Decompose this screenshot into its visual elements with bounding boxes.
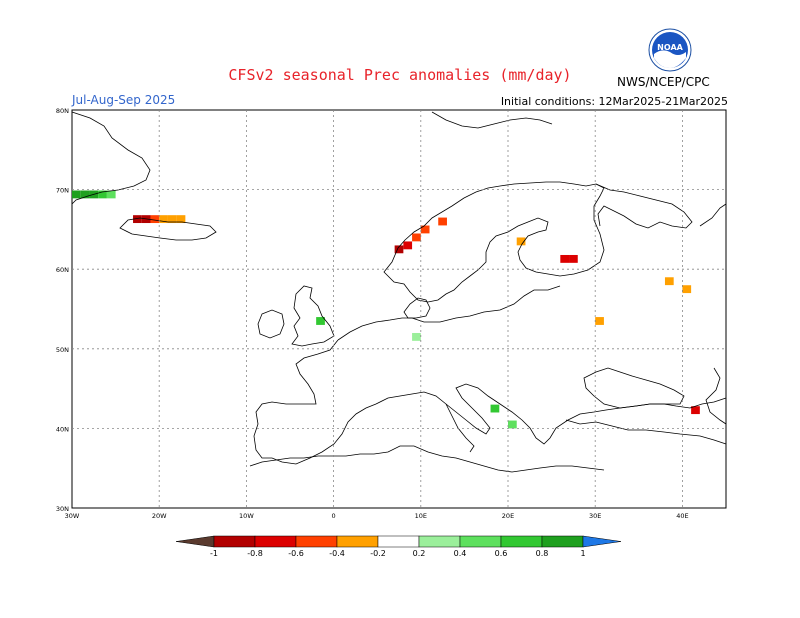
- anomaly-cell: [167, 215, 177, 224]
- colorbar-label: 0.6: [495, 549, 508, 558]
- anomaly-cell: [412, 233, 421, 242]
- colorbar-label: -0.4: [329, 549, 345, 558]
- anomaly-cell: [412, 332, 421, 341]
- map-frame: [71, 109, 727, 509]
- coastline-iberia: [253, 339, 377, 465]
- colorbar-swatch: [377, 535, 420, 548]
- organization-label: NWS/NCEP/CPC: [617, 75, 710, 89]
- colorbar-max-arrow: [582, 535, 622, 548]
- coastline-scandinavia: [383, 181, 605, 303]
- longitude-label: 40E: [676, 512, 688, 520]
- anomaly-cell: [595, 317, 604, 325]
- coastline-kola: [595, 183, 693, 229]
- anomaly-cell: [159, 215, 168, 224]
- anomaly-cell: [133, 215, 142, 224]
- colorbar-swatch: [418, 535, 461, 548]
- anomaly-cell: [80, 190, 90, 199]
- noaa-logo: NOAA: [648, 28, 692, 72]
- initial-conditions-label: Initial conditions: 12Mar2025-21Mar2025: [500, 95, 728, 108]
- anomaly-cell: [569, 254, 578, 263]
- anomaly-cell: [150, 215, 160, 224]
- latitude-label: 60N: [56, 266, 69, 274]
- season-label: Jul-Aug-Sep 2025: [72, 93, 176, 107]
- coastline-arctic-russia: [699, 203, 727, 227]
- noaa-logo-text: NOAA: [657, 43, 683, 52]
- map-title: CFSv2 seasonal Prec anomalies (mm/day): [228, 66, 572, 84]
- coastline-svalbard: [431, 111, 553, 129]
- colorbar-min-arrow: [175, 535, 215, 548]
- anomaly-cell: [316, 317, 325, 325]
- colorbar-label: 0.2: [413, 549, 426, 558]
- colorbar-swatch: [459, 535, 502, 548]
- colorbar-label: -1: [210, 549, 218, 558]
- colorbar-label: 1: [580, 549, 585, 558]
- longitude-label: 20E: [502, 512, 514, 520]
- coastline-central-europe: [337, 285, 561, 341]
- colorbar-swatch: [500, 535, 543, 548]
- longitude-label: 10E: [415, 512, 427, 520]
- longitude-label: 0: [332, 512, 336, 520]
- graticule-layer: [72, 110, 726, 508]
- anomaly-cell: [106, 190, 116, 199]
- coastline-greenland: [71, 111, 151, 205]
- coastline-turkey: [565, 419, 727, 445]
- colorbar-swatch: [541, 535, 584, 548]
- longitude-label: 30E: [589, 512, 601, 520]
- latitude-label: 80N: [56, 107, 69, 115]
- anomaly-cell: [560, 254, 570, 263]
- coastline-great-britain: [291, 285, 335, 347]
- anomaly-cell: [176, 215, 186, 224]
- longitude-label: 10W: [239, 512, 254, 520]
- anomaly-cell: [72, 190, 81, 199]
- colorbar-swatch: [254, 535, 297, 548]
- anomaly-cell: [490, 404, 500, 413]
- coastline-north-africa: [249, 445, 605, 473]
- colorbar-label: -0.2: [370, 549, 386, 558]
- coastline-layer: [71, 111, 727, 473]
- anomaly-cell: [438, 217, 447, 226]
- anomaly-cell: [516, 237, 526, 246]
- longitude-label: 30W: [65, 512, 80, 520]
- coastline-iceland: [119, 217, 217, 241]
- colorbar-label: 0.8: [536, 549, 549, 558]
- anomaly-cell: [403, 241, 413, 250]
- colorbar-label: -0.6: [288, 549, 304, 558]
- anomaly-cell: [508, 420, 517, 429]
- anomaly-cell: [664, 277, 674, 286]
- anomaly-cell: [98, 190, 107, 199]
- longitude-label: 20W: [152, 512, 167, 520]
- anomaly-cell: [691, 406, 700, 415]
- anomaly-cell: [420, 225, 430, 234]
- latitude-label: 70N: [56, 187, 69, 195]
- latitude-label: 50N: [56, 346, 69, 354]
- coastline-italy: [445, 403, 475, 453]
- anomaly-cell: [394, 245, 404, 254]
- coastline-ireland: [257, 309, 285, 339]
- colorbar-label: 0.4: [454, 549, 467, 558]
- latitude-label: 30N: [56, 505, 69, 513]
- colorbar-swatch: [336, 535, 379, 548]
- anomaly-cell: [682, 285, 692, 294]
- colorbar-label: -0.8: [247, 549, 263, 558]
- colorbar-swatches: -1 -0.8 -0.6 -0.4 -0.2 0.2 0.4 0.6 0.8 1: [175, 535, 622, 558]
- coastline-caspian: [705, 367, 727, 425]
- latitude-label: 40N: [56, 425, 69, 433]
- colorbar-swatch: [295, 535, 338, 548]
- colorbar-swatch: [213, 535, 256, 548]
